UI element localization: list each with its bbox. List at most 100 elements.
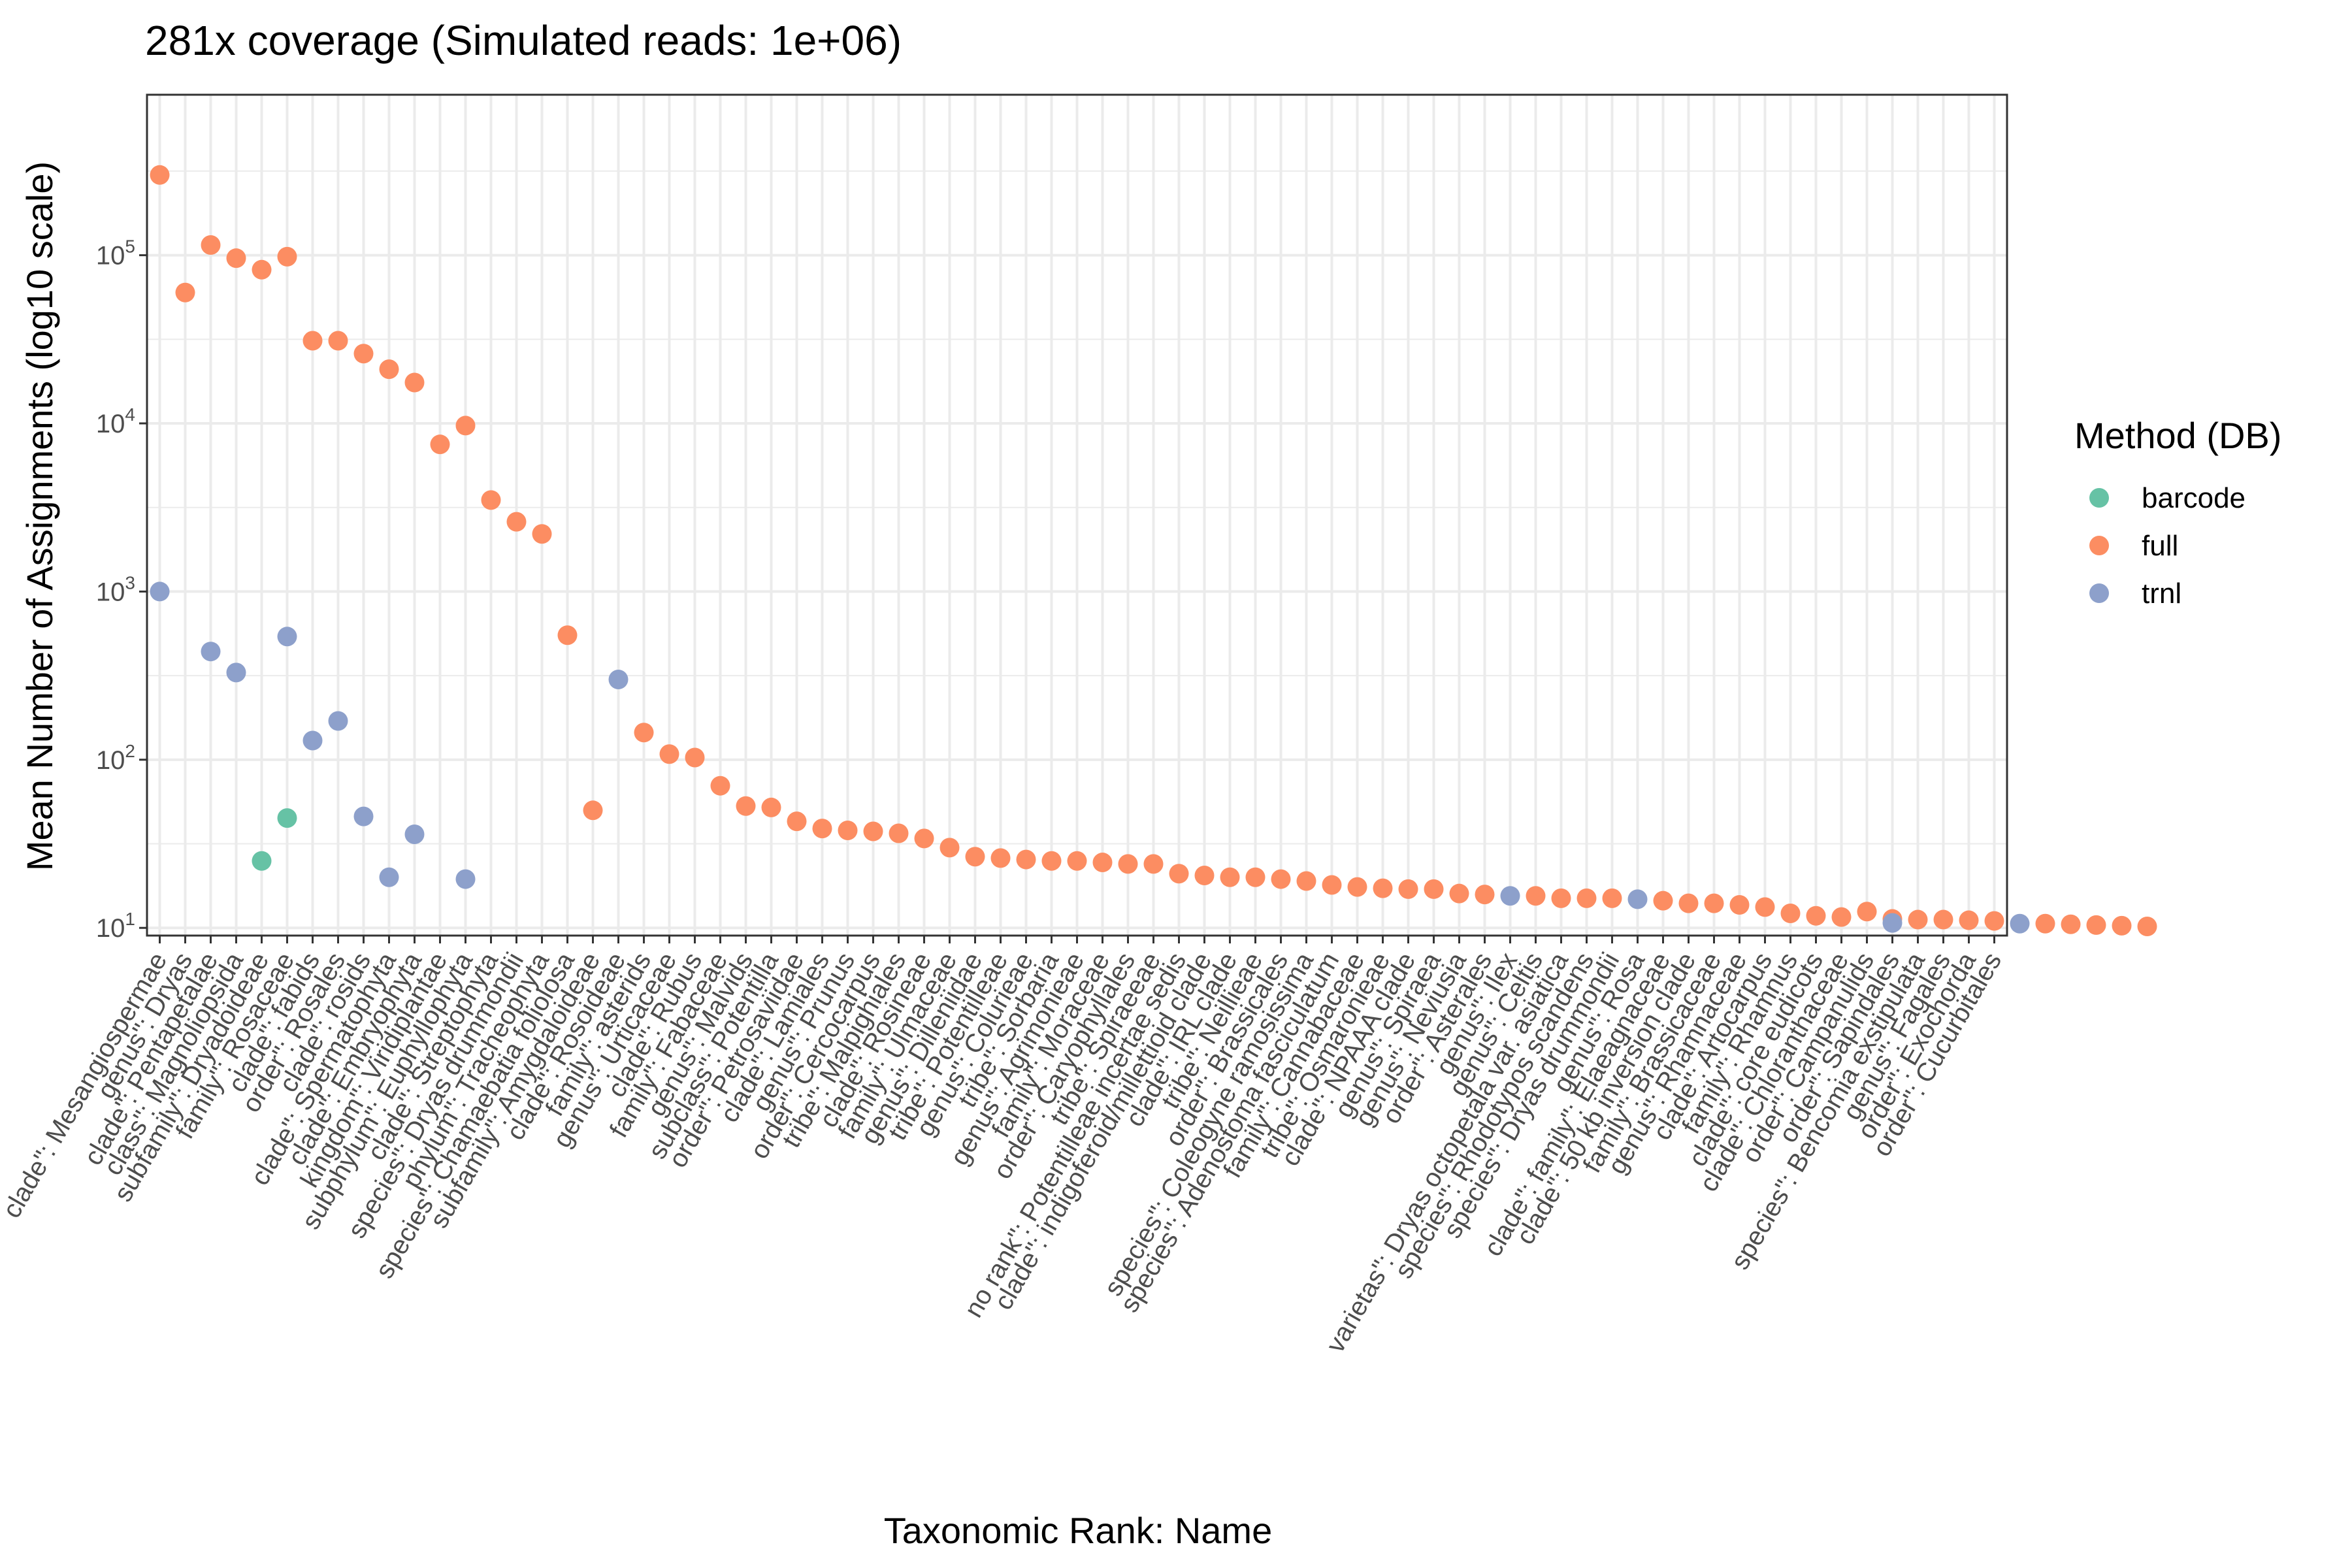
point-trnl — [302, 730, 323, 751]
legend-label-barcode: barcode — [2142, 482, 2246, 514]
legend-title: Method (DB) — [2074, 415, 2281, 456]
point-full — [1118, 854, 1138, 874]
point-full — [277, 246, 297, 267]
point-full — [1984, 911, 2004, 931]
point-full — [787, 811, 807, 832]
point-full — [1220, 867, 1240, 887]
point-full — [1398, 879, 1418, 899]
point-barcode — [277, 808, 297, 828]
legend-key-barcode — [2089, 488, 2109, 508]
point-trnl — [404, 825, 425, 845]
point-full — [965, 847, 985, 867]
point-full — [659, 744, 679, 764]
y-tick-label: 103 — [96, 572, 135, 606]
y-tick-label: 104 — [96, 404, 135, 438]
y-axis-title: Mean Number of Assignments (log10 scale) — [19, 161, 60, 871]
point-full — [1373, 878, 1393, 898]
point-trnl — [226, 662, 246, 683]
point-full — [226, 248, 246, 269]
point-full — [1092, 853, 1113, 873]
point-full — [2137, 917, 2157, 937]
point-trnl — [2010, 913, 2030, 934]
point-barcode — [252, 851, 272, 871]
point-trnl — [608, 670, 629, 690]
point-trnl — [353, 806, 374, 826]
y-axis-ticks: 101 102 103 104 105 — [96, 237, 147, 943]
point-full — [455, 416, 476, 436]
point-full — [2086, 915, 2106, 935]
point-full — [1347, 877, 1367, 897]
point-full — [1755, 897, 1775, 917]
point-full — [430, 434, 450, 455]
point-full — [328, 331, 348, 351]
point-full — [2061, 914, 2081, 934]
point-trnl — [150, 581, 170, 602]
data-points — [150, 165, 2157, 937]
point-full — [1526, 886, 1546, 906]
legend-key-full — [2089, 536, 2109, 555]
point-full — [761, 797, 781, 817]
point-full — [1271, 869, 1291, 889]
x-axis-title: Taxonomic Rank: Name — [884, 1510, 1272, 1551]
point-full — [1857, 902, 1877, 922]
point-full — [939, 838, 960, 858]
point-full — [353, 344, 374, 364]
legend-label-full: full — [2142, 530, 2178, 562]
point-full — [1806, 906, 1826, 926]
legend-key-trnl — [2089, 583, 2109, 603]
point-full — [175, 282, 195, 302]
point-full — [2112, 915, 2132, 936]
point-full — [557, 625, 578, 645]
point-trnl — [1500, 886, 1520, 906]
point-full — [1449, 883, 1469, 904]
point-trnl — [455, 869, 476, 889]
point-full — [838, 820, 858, 840]
point-trnl — [1882, 913, 1903, 933]
point-full — [863, 821, 883, 841]
y-tick-label: 102 — [96, 741, 135, 775]
chart-title: 281x coverage (Simulated reads: 1e+06) — [145, 17, 902, 64]
point-full — [506, 512, 527, 532]
point-full — [302, 331, 323, 351]
point-full — [583, 800, 603, 821]
point-full — [150, 165, 170, 185]
point-full — [532, 524, 552, 544]
point-full — [1602, 888, 1622, 908]
legend-label-trnl: trnl — [2142, 578, 2181, 610]
point-full — [1245, 867, 1266, 887]
point-full — [1831, 907, 1852, 927]
point-full — [201, 235, 221, 255]
point-full — [1908, 909, 1928, 930]
point-full — [1194, 865, 1215, 885]
point-full — [1475, 885, 1495, 905]
point-full — [1551, 888, 1571, 908]
point-full — [1016, 849, 1036, 870]
point-trnl — [1627, 889, 1648, 909]
point-trnl — [379, 867, 399, 887]
point-full — [379, 359, 399, 380]
point-full — [1169, 864, 1189, 884]
point-full — [1678, 893, 1699, 913]
point-full — [1729, 895, 1750, 915]
point-full — [2035, 913, 2055, 934]
point-full — [1322, 875, 1342, 895]
point-full — [1424, 879, 1444, 899]
point-full — [889, 823, 909, 843]
point-full — [252, 259, 272, 280]
point-full — [914, 828, 934, 849]
point-full — [481, 490, 501, 510]
y-tick-label: 101 — [96, 909, 135, 943]
point-full — [1143, 854, 1164, 874]
point-full — [1576, 888, 1597, 908]
point-full — [710, 776, 730, 796]
point-full — [736, 796, 756, 816]
point-full — [1296, 871, 1316, 891]
point-full — [404, 372, 425, 393]
point-full — [1780, 903, 1801, 923]
point-trnl — [328, 711, 348, 731]
y-tick-label: 105 — [96, 237, 135, 270]
point-full — [1704, 893, 1724, 913]
point-trnl — [277, 627, 297, 647]
point-full — [990, 848, 1011, 868]
